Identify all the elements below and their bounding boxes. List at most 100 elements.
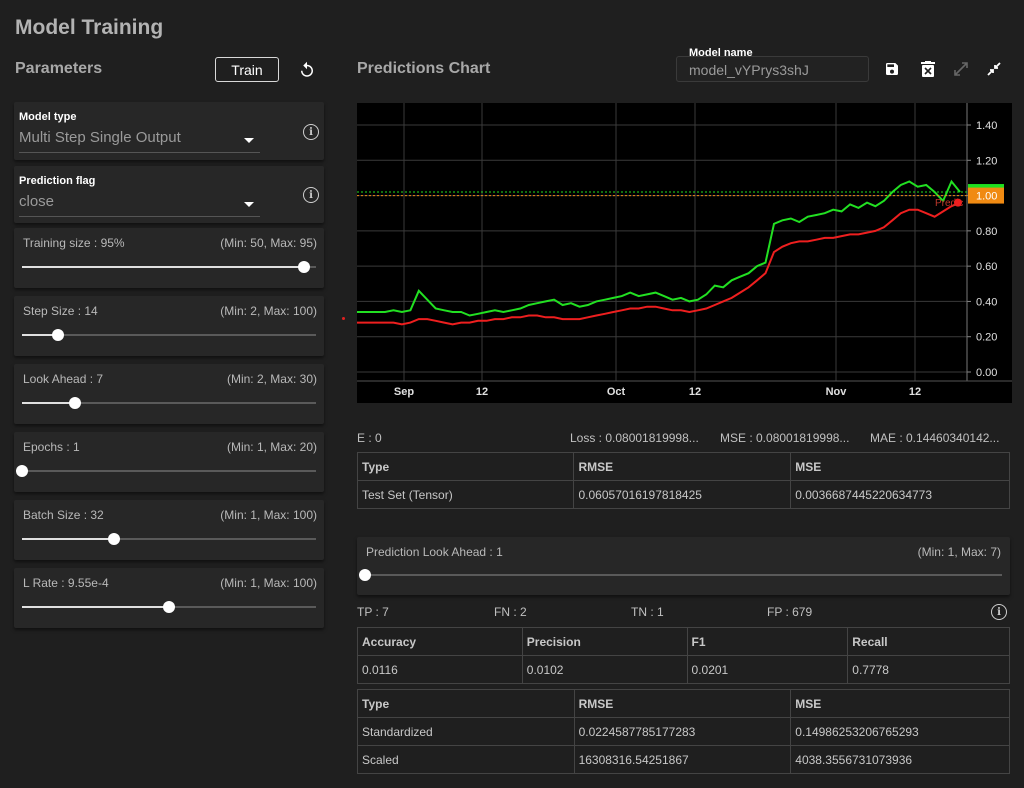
save-icon[interactable]	[883, 60, 901, 78]
slider-range: (Min: 2, Max: 100)	[220, 304, 317, 318]
fn-metric: FN : 2	[494, 605, 527, 619]
loss-metric: Loss : 0.08001819998...	[570, 431, 699, 445]
chart-svg: 1.40 1.20 1.00 0.80 0.60 0.40 0.20 0.00 Sep 12 Oct…	[357, 103, 1012, 398]
slider-range: (Min: 1, Max: 100)	[220, 508, 317, 522]
select-underline	[19, 216, 260, 217]
info-icon[interactable]: i	[303, 187, 319, 203]
delete-icon[interactable]	[919, 60, 937, 78]
error-table: Type RMSE MSE Standardized 0.022458778517728…	[357, 689, 1010, 774]
info-icon[interactable]: i	[991, 604, 1007, 620]
info-icon[interactable]: i	[303, 124, 319, 140]
look-ahead-thumb[interactable]	[359, 569, 371, 581]
table-cell: 0.06057016197818425	[573, 480, 792, 509]
slider-thumb[interactable]	[68, 397, 81, 409]
table-header: Recall	[847, 627, 1010, 656]
series-line	[357, 201, 961, 326]
x-tick-label: Nov	[826, 386, 848, 398]
x-tick-label: Oct	[607, 386, 626, 398]
x-tick-label: 12	[909, 386, 921, 398]
table-cell: 0.0102	[521, 655, 688, 684]
table-header: F1	[686, 627, 849, 656]
y-tick-label: 0.20	[976, 332, 997, 344]
slider-thumb[interactable]	[51, 329, 64, 341]
tn-metric: TN : 1	[631, 605, 664, 619]
mse-metric: MSE : 0.08001819998...	[720, 431, 850, 445]
marker-dot	[342, 317, 345, 320]
chevron-down-icon	[244, 138, 254, 143]
look-ahead-range: (Min: 1, Max: 7)	[917, 545, 1001, 559]
slider-thumb[interactable]	[108, 533, 121, 545]
slider-track[interactable]	[22, 470, 316, 472]
model-name-input[interactable]: model_vYPrys3shJ	[676, 56, 869, 82]
tp-metric: TP : 7	[357, 605, 389, 619]
table-header: MSE	[790, 452, 1010, 481]
model-type-value: Multi Step Single Output	[19, 129, 181, 146]
look-ahead-label: Prediction Look Ahead : 1	[366, 545, 503, 559]
overlay-label: Predic	[935, 198, 963, 209]
table-cell: 0.0116	[357, 655, 523, 684]
reset-icon[interactable]	[297, 60, 317, 80]
table-header: MSE	[790, 689, 1010, 718]
slider-thumb[interactable]	[297, 261, 310, 273]
table-cell: 16308316.54251867	[573, 745, 792, 774]
slider-track[interactable]	[22, 538, 316, 540]
slider-card: Epochs : 1 (Min: 1, Max: 20)	[14, 432, 324, 492]
look-ahead-card: Prediction Look Ahead : 1 (Min: 1, Max: …	[357, 537, 1010, 595]
table-header: RMSE	[573, 689, 792, 718]
model-type-select[interactable]: Multi Step Single Output	[19, 129, 260, 153]
table-header: Precision	[521, 627, 688, 656]
slider-label: L Rate : 9.55e-4	[23, 576, 109, 590]
look-ahead-track[interactable]	[365, 574, 1002, 576]
prediction-flag-select[interactable]: close	[19, 193, 260, 217]
collapse-icon[interactable]	[985, 60, 1003, 78]
y-tick-label: 1.20	[976, 155, 997, 167]
predictions-chart[interactable]: 1.40 1.20 1.00 0.80 0.60 0.40 0.20 0.00 Sep 12 Oct…	[357, 103, 1012, 403]
model-type-label: Model type	[19, 111, 77, 123]
slider-label: Batch Size : 32	[23, 508, 104, 522]
slider-range: (Min: 50, Max: 95)	[220, 236, 317, 250]
slider-thumb[interactable]	[163, 601, 175, 613]
chevron-down-icon	[244, 202, 254, 207]
epoch-metric: E : 0	[357, 431, 382, 445]
slider-label: Step Size : 14	[23, 304, 98, 318]
table-header: Type	[357, 689, 575, 718]
table-row: Test Set (Tensor) 0.06057016197818425 0.00…	[356, 480, 1010, 509]
table-cell: 0.14986253206765293	[790, 717, 1010, 746]
y-tick-label: 0.60	[976, 261, 997, 273]
model-type-card: Model type Multi Step Single Output i	[14, 102, 324, 160]
y-tick-label: 0.80	[976, 226, 997, 238]
x-tick-label: 12	[689, 386, 701, 398]
slider-fill	[22, 266, 304, 268]
slider-track[interactable]	[22, 334, 316, 336]
slider-fill	[22, 606, 169, 608]
predictions-chart-heading: Predictions Chart	[357, 60, 491, 77]
slider-label: Epochs : 1	[23, 440, 80, 454]
y-tick-label: 0.40	[976, 296, 997, 308]
last-point-dot	[954, 198, 962, 207]
parameters-heading: Parameters	[15, 60, 103, 77]
table-cell: 0.7778	[847, 655, 1010, 684]
slider-range: (Min: 1, Max: 100)	[220, 576, 317, 590]
x-tick-label: Sep	[394, 386, 414, 398]
last-value-text: 1.00	[976, 191, 997, 203]
table-header: Accuracy	[357, 627, 523, 656]
slider-card: Step Size : 14 (Min: 2, Max: 100)	[14, 296, 324, 356]
x-tick-label: 12	[476, 386, 488, 398]
slider-card: Batch Size : 32 (Min: 1, Max: 100)	[14, 500, 324, 560]
slider-track[interactable]	[22, 402, 316, 404]
slider-fill	[22, 402, 75, 404]
prediction-flag-label: Prediction flag	[19, 175, 96, 187]
table-cell: 0.0224587785177283	[573, 717, 792, 746]
model-name-label: Model name	[689, 47, 753, 59]
table-cell: 0.0036687445220634773	[790, 480, 1010, 509]
prediction-flag-card: Prediction flag close i	[14, 166, 324, 223]
prediction-flag-value: close	[19, 193, 55, 210]
expand-icon[interactable]	[952, 60, 970, 78]
train-button[interactable]: Train	[215, 57, 279, 82]
slider-card: L Rate : 9.55e-4 (Min: 1, Max: 100)	[14, 568, 324, 628]
table-cell: Test Set (Tensor)	[356, 480, 575, 509]
slider-thumb[interactable]	[16, 465, 28, 477]
slider-card: Look Ahead : 7 (Min: 2, Max: 30)	[14, 364, 324, 424]
mae-metric: MAE : 0.14460340142...	[870, 431, 1000, 445]
slider-range: (Min: 1, Max: 20)	[226, 440, 317, 454]
